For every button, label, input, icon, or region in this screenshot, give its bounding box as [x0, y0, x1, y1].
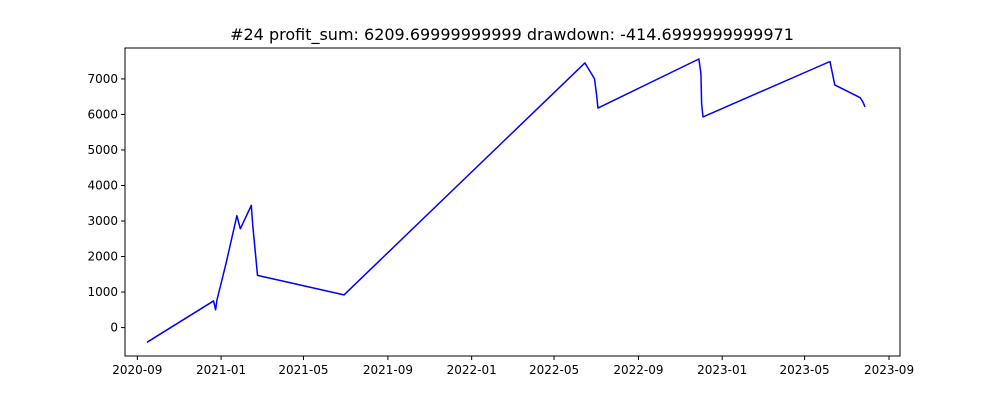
y-tick-label: 1000: [87, 285, 118, 299]
x-tick-label: 2023-09: [864, 363, 914, 377]
y-tick-label: 7000: [87, 72, 118, 86]
x-tick-label: 2022-01: [447, 363, 497, 377]
series-line-0: [146, 58, 866, 343]
y-tick-label: 5000: [87, 143, 118, 157]
series-layer: [146, 58, 866, 343]
plot-area: 2020-09 2021-01 2021-05 2021-09 2022-01 2022-…: [87, 47, 914, 377]
x-tick-label: 2023-05: [780, 363, 830, 377]
x-tick-label: 2021-05: [278, 363, 328, 377]
y-axis: 0 1000 2000 3000 4000 5000 6000 7000: [87, 72, 125, 335]
y-tick-label: 0: [110, 321, 118, 335]
x-tick-label: 2023-01: [697, 363, 747, 377]
x-tick-label: 2021-09: [363, 363, 413, 377]
x-tick-label: 2022-09: [613, 363, 663, 377]
x-tick-label: 2021-01: [196, 363, 246, 377]
y-tick-label: 2000: [87, 250, 118, 264]
x-tick-label: 2022-05: [529, 363, 579, 377]
chart-title: #24 profit_sum: 6209.69999999999 drawdow…: [230, 25, 794, 45]
x-tick-label: 2020-09: [112, 363, 162, 377]
x-axis: 2020-09 2021-01 2021-05 2021-09 2022-01 2022-…: [112, 356, 914, 377]
y-tick-label: 6000: [87, 107, 118, 121]
y-tick-label: 3000: [87, 214, 118, 228]
y-tick-label: 4000: [87, 178, 118, 192]
axes-frame: [124, 47, 901, 357]
